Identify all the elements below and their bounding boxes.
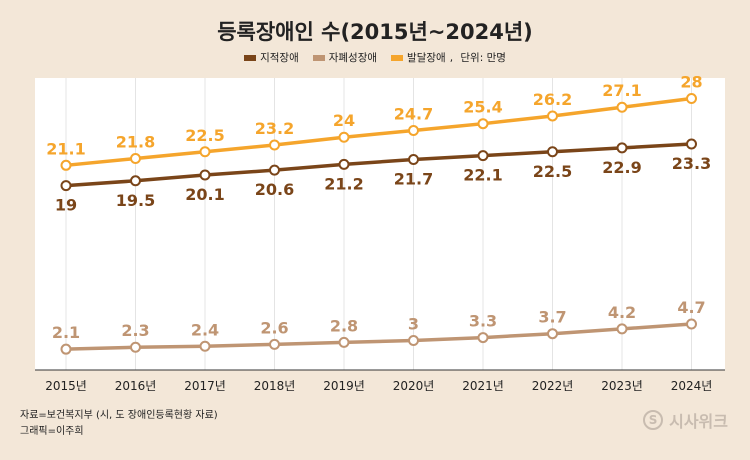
data-point — [408, 154, 419, 165]
x-tick-label: 2024년 — [671, 379, 713, 393]
data-point — [269, 164, 280, 176]
data-label: 21.7 — [394, 170, 433, 189]
credit-text: 그래픽=이주희 — [20, 426, 84, 437]
x-tick-label: 2017년 — [184, 379, 226, 393]
data-label: 21.2 — [324, 174, 363, 193]
data-label: 2.8 — [330, 316, 358, 335]
data-label: 22.9 — [602, 158, 641, 177]
logo-icon: S — [643, 410, 664, 430]
data-point — [199, 146, 211, 158]
data-label: 23.2 — [255, 119, 294, 138]
data-point — [686, 318, 697, 330]
x-tick-label: 2020년 — [393, 379, 435, 393]
data-point — [338, 131, 350, 143]
data-label: 19 — [55, 196, 77, 215]
data-point — [130, 341, 141, 353]
legend-swatch-intellectual — [244, 54, 257, 61]
unit-label: 단위: 만명 — [460, 52, 506, 64]
data-point — [616, 101, 628, 113]
x-tick-label: 2021년 — [462, 379, 504, 393]
logo: S 시사위크 — [643, 408, 728, 432]
legend: 지적장애 자폐성장애 발달장애, 단위: 만명 — [0, 50, 750, 65]
x-tick-label: 2015년 — [45, 379, 87, 393]
legend-item-intellectual: 지적장애 — [244, 50, 299, 65]
logo-text: 시사위크 — [669, 412, 728, 431]
data-point — [477, 332, 489, 344]
data-point — [60, 180, 72, 192]
x-tick-label: 2019년 — [323, 379, 365, 393]
x-tick-label: 2022년 — [532, 379, 574, 393]
legend-swatch-autism — [312, 54, 325, 61]
data-point — [130, 175, 141, 187]
data-label: 22.5 — [533, 162, 572, 181]
series-line — [65, 142, 692, 188]
data-point — [408, 124, 419, 136]
data-point — [338, 336, 350, 348]
data-label: 19.5 — [116, 191, 155, 210]
data-point — [547, 328, 558, 340]
data-label: 27.1 — [602, 81, 641, 100]
data-point — [60, 343, 72, 355]
data-point — [408, 334, 419, 346]
data-label: 21.8 — [116, 133, 155, 152]
data-point — [199, 340, 211, 352]
data-label: 3 — [408, 314, 419, 333]
legend-label-autism: 자폐성장애 — [328, 52, 378, 64]
data-point — [616, 142, 628, 154]
data-point — [547, 146, 558, 158]
data-label: 23.3 — [672, 154, 711, 173]
data-label: 2.3 — [121, 321, 149, 340]
data-label: 2.6 — [260, 318, 288, 337]
data-point — [130, 153, 141, 165]
data-label: 22.5 — [185, 126, 224, 145]
source-block: 자료=보건복지부 (시, 도 장애인등록현황 자료) 그래픽=이주희 — [20, 408, 218, 440]
data-point — [477, 118, 489, 130]
data-point — [686, 138, 697, 150]
data-point — [269, 139, 280, 151]
legend-label-intellectual: 지적장애 — [260, 52, 299, 64]
data-label: 24 — [333, 111, 355, 130]
legend-item-autism: 자폐성장애 — [312, 50, 378, 65]
chart-title: 등록장애인 수(2015년~2024년) — [217, 20, 533, 44]
data-label: 25.4 — [463, 98, 502, 117]
data-point — [616, 323, 628, 335]
data-point — [269, 338, 280, 350]
x-tick-label: 2018년 — [254, 379, 296, 393]
legend-label-developmental: 발달장애 — [407, 52, 446, 64]
data-label: 3.7 — [538, 308, 566, 327]
data-label: 22.1 — [463, 166, 502, 185]
data-point — [477, 150, 489, 162]
x-tick-label: 2016년 — [115, 379, 157, 393]
data-label: 2.4 — [191, 320, 219, 339]
legend-swatch-developmental — [391, 54, 404, 61]
data-label: 28 — [680, 73, 702, 92]
data-label: 21.1 — [46, 139, 85, 158]
series-line — [65, 96, 692, 168]
data-label: 20.6 — [255, 180, 294, 199]
data-label: 2.1 — [52, 323, 80, 342]
data-label: 24.7 — [394, 104, 433, 123]
data-label: 20.1 — [185, 185, 224, 204]
data-point — [338, 158, 350, 170]
data-point — [547, 110, 558, 122]
source-text: 자료=보건복지부 (시, 도 장애인등록현황 자료) — [20, 410, 218, 421]
x-tick-label: 2023년 — [601, 379, 643, 393]
data-point — [60, 159, 72, 171]
plot-background — [35, 78, 725, 370]
data-point — [199, 169, 211, 181]
data-point — [686, 93, 697, 105]
legend-item-developmental: 발달장애, 단위: 만명 — [391, 50, 506, 65]
data-label: 26.2 — [533, 90, 572, 109]
data-label: 4.7 — [677, 298, 705, 317]
data-label: 3.3 — [469, 312, 497, 331]
data-label: 4.2 — [608, 303, 636, 322]
series-line — [65, 322, 692, 351]
